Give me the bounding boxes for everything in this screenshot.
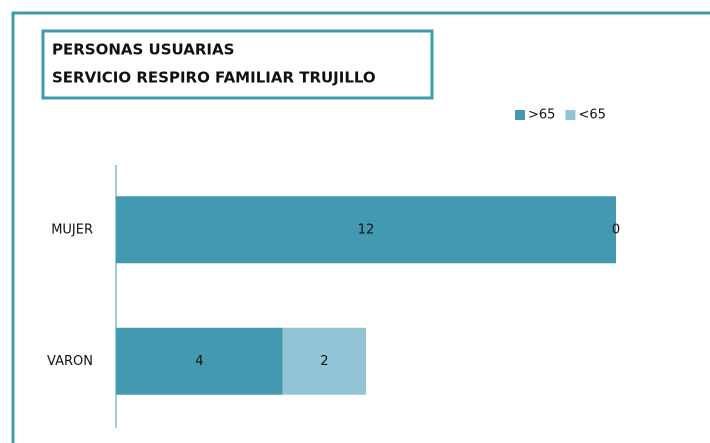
bar [282,327,366,395]
y-tick-label: VARON [47,354,93,369]
legend-label: >65 [528,108,555,123]
legend-label: <65 [578,108,605,123]
data-label: 4 [195,354,203,369]
title-box [41,29,434,100]
data-label: 0 [612,222,620,237]
bar [116,327,283,395]
data-label: 2 [320,354,328,369]
chart-title: SERVICIO RESPIRO FAMILIAR TRUJILLO [52,69,376,87]
legend-swatch [565,110,576,120]
bar [116,196,616,264]
chart-title: PERSONAS USUARIAS [52,41,234,59]
y-tick-label: MUJER [51,222,93,237]
data-label: 12 [358,222,375,237]
legend-swatch [515,110,525,120]
